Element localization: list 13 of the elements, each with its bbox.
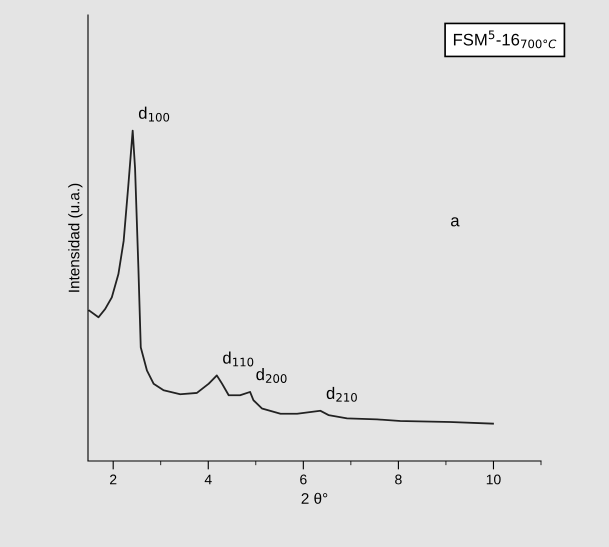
- annotation: d$_{210}$: [326, 386, 357, 402]
- x-tick-label: 4: [204, 474, 212, 484]
- x-tick-label: 10: [486, 474, 501, 484]
- chart-title: FSM$^{5}$-16$_{700°C}$: [454, 30, 556, 48]
- x-axis-title: 2 θ°: [302, 492, 328, 504]
- x-tick-label: 2: [110, 474, 116, 484]
- annotation: a: [451, 217, 460, 226]
- annotation: d$_{100}$: [138, 106, 170, 122]
- y-axis-title: Intensidad (u.a.): [68, 184, 82, 292]
- annotation: d$_{200}$: [256, 368, 287, 383]
- x-tick-label: 8: [395, 474, 402, 484]
- annotation: d$_{110}$: [223, 351, 254, 366]
- x-tick-label: 6: [300, 474, 307, 484]
